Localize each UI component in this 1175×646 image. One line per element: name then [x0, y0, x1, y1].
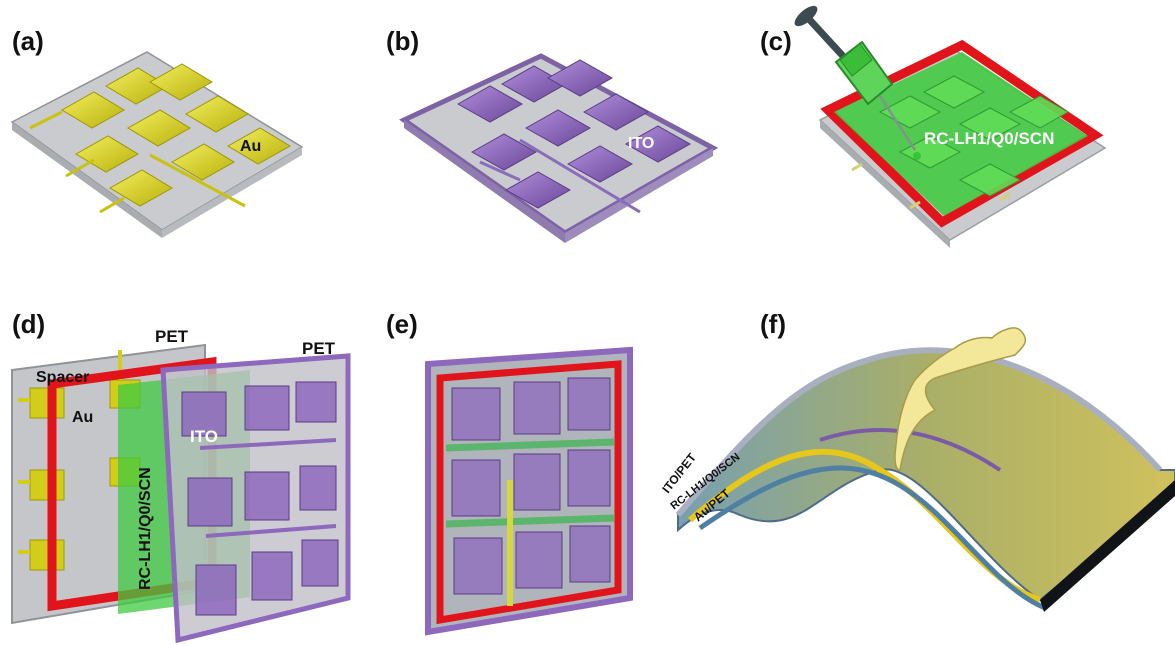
ito-label: ITO — [628, 135, 654, 152]
panel-e: (e) — [386, 309, 633, 636]
panel-b: (b) ITO — [386, 26, 719, 243]
panel-b-tag: (b) — [386, 26, 419, 56]
syringe-icon — [794, 5, 921, 160]
panel-e-tag: (e) — [386, 309, 418, 339]
pet-back-label: PET — [155, 327, 189, 346]
active-layer-film — [834, 52, 1088, 216]
panel-f-tag: (f) — [760, 309, 786, 339]
red-spacer-frame — [820, 39, 1104, 228]
au-label: Au — [72, 409, 93, 426]
pet-front-label: PET — [302, 339, 336, 358]
au-label: Au — [240, 138, 261, 155]
panel-c-tag: (c) — [760, 26, 792, 56]
red-spacer-frame — [436, 360, 622, 625]
panel-a: (a) Au — [10, 26, 304, 238]
panel-f: (f) ITO/PET RC-LH1/Q0/SCN Au/PET — [659, 309, 1175, 612]
panel-d: (d) PET PET Spacer Au RC-LH1/Q0/SCN ITO — [11, 309, 351, 644]
panel-a-tag: (a) — [12, 26, 44, 56]
ito-label: ITO — [190, 427, 218, 446]
panel-d-tag: (d) — [12, 309, 45, 339]
layer-label: RC-LH1/Q0/SCN — [137, 467, 154, 590]
hand-icon — [894, 327, 1027, 471]
layer-label: RC-LH1/Q0/SCN — [924, 129, 1054, 148]
panel-c: (c) RC-LH1/Q0/SCN — [760, 5, 1107, 248]
spacer-label: Spacer — [36, 369, 89, 386]
ito-electrode-grid — [456, 59, 692, 209]
au-electrode-grid — [61, 63, 291, 207]
